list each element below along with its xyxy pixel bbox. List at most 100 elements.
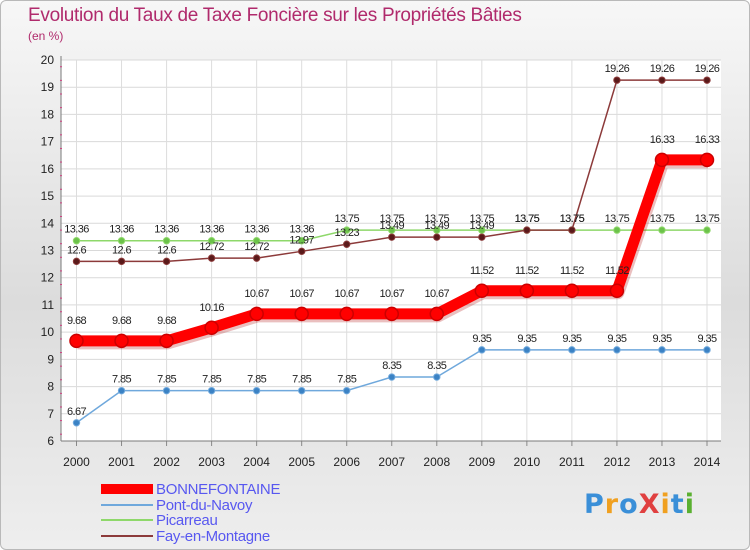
data-point-pont-du-navoy [252, 386, 261, 395]
y-tick-label: 19 [41, 80, 55, 94]
data-point-picarreau [297, 237, 306, 245]
data-label-pont-du-navoy: 7.85 [292, 374, 311, 386]
data-point-bonnefontaine [609, 283, 625, 299]
legend-label-pont-du-navoy: Pont-du-Navoy [156, 497, 253, 514]
data-point-picarreau [658, 226, 666, 234]
data-label-fay-en-montagne: 12.6 [112, 244, 131, 256]
data-label-layer: 6.67 7.85 7.85 7.85 7.85 7.85 7.85 8.35 8.35 9.35… [64, 63, 720, 418]
data-point-fay-en-montagne [388, 233, 396, 241]
data-point-pont-du-navoy [703, 346, 711, 354]
data-point-pont-du-navoy [297, 386, 306, 395]
data-point-fay-en-montagne [343, 240, 351, 248]
logo-letter: i [684, 489, 695, 520]
data-label-bonnefontaine: 11.52 [605, 265, 629, 277]
data-label-fay-en-montagne: 12.72 [199, 241, 224, 253]
y-tick-label: 12 [41, 271, 55, 285]
x-tick-label: 2011 [559, 455, 585, 469]
y-tick-label: 10 [41, 325, 55, 339]
data-label-picarreau: 13.75 [379, 213, 404, 225]
x-tick-label: 2014 [694, 455, 721, 469]
logo-letter: i [660, 489, 671, 520]
data-label-pont-du-navoy: 7.85 [247, 374, 266, 386]
data-label-picarreau: 13.36 [154, 224, 179, 236]
legend-item-picarreau: Picarreau [101, 512, 218, 529]
data-label-fay-en-montagne: 12.6 [67, 244, 86, 256]
data-point-bonnefontaine [114, 333, 129, 349]
data-label-picarreau: 13.75 [605, 213, 630, 225]
data-label-fay-en-montagne: 13.49 [379, 220, 404, 232]
data-label-picarreau: 13.36 [289, 224, 314, 236]
legend: BONNEFONTAINEPont-du-NavoyPicarreauFay-e… [101, 481, 281, 545]
y-tick-label: 8 [47, 380, 54, 394]
data-point-pont-du-navoy [72, 419, 81, 427]
legend-label-fay-en-montagne: Fay-en-Montagne [156, 528, 270, 545]
data-point-picarreau [252, 237, 261, 245]
data-point-bonnefontaine [699, 152, 715, 168]
x-tick-label: 2008 [423, 455, 450, 469]
legend-label-bonnefontaine: BONNEFONTAINE [156, 481, 280, 498]
y-tick-label: 16 [41, 162, 55, 176]
data-point-pont-du-navoy [162, 386, 171, 395]
data-point-pont-du-navoy [658, 346, 666, 354]
data-label-bonnefontaine: 10.16 [199, 302, 224, 314]
data-label-picarreau: 13.75 [560, 213, 585, 225]
data-label-pont-du-navoy: 9.35 [472, 333, 491, 345]
legend-label-picarreau: Picarreau [156, 512, 218, 529]
data-point-fay-en-montagne [478, 233, 486, 241]
data-label-picarreau: 13.36 [109, 224, 134, 236]
y-tick-label: 17 [41, 135, 55, 149]
data-label-bonnefontaine: 9.68 [157, 315, 176, 327]
data-label-picarreau: 13.75 [650, 213, 675, 225]
data-point-fay-en-montagne [523, 226, 531, 234]
data-point-picarreau [388, 226, 396, 234]
data-point-fay-en-montagne [613, 76, 621, 84]
data-label-pont-du-navoy: 9.35 [517, 333, 536, 345]
data-point-bonnefontaine [564, 283, 580, 299]
data-label-picarreau: 13.36 [244, 224, 269, 236]
data-label-picarreau: 13.75 [695, 213, 720, 225]
data-point-fay-en-montagne [433, 233, 441, 241]
x-tick-label: 2001 [108, 455, 135, 469]
data-label-fay-en-montagne: 12.72 [244, 241, 269, 253]
data-label-fay-en-montagne: 13.23 [334, 227, 359, 239]
data-point-fay-en-montagne [658, 76, 666, 84]
x-tick-label: 2009 [468, 455, 495, 469]
data-point-fay-en-montagne [207, 254, 216, 262]
data-label-pont-du-navoy: 9.35 [607, 333, 626, 345]
data-point-fay-en-montagne [117, 257, 126, 266]
data-point-picarreau [72, 237, 81, 245]
data-label-fay-en-montagne: 12.6 [157, 244, 176, 256]
data-label-fay-en-montagne: 19.26 [605, 63, 630, 75]
data-point-bonnefontaine [654, 152, 670, 168]
data-label-picarreau: 13.36 [199, 224, 224, 236]
proxiti-logo: ProXiti [584, 489, 695, 520]
x-tick-label: 2007 [378, 455, 405, 469]
data-label-pont-du-navoy: 9.35 [562, 333, 581, 345]
y-tick-label: 9 [47, 352, 54, 366]
data-point-picarreau [207, 237, 216, 245]
y-tick-label: 15 [41, 189, 55, 203]
data-label-bonnefontaine: 16.33 [650, 134, 675, 146]
legend-item-fay-en-montagne: Fay-en-Montagne [101, 528, 270, 545]
legend-item-pont-du-navoy: Pont-du-Navoy [101, 497, 253, 514]
y-tick-label: 20 [41, 53, 55, 67]
data-point-fay-en-montagne [568, 226, 576, 234]
data-label-pont-du-navoy: 8.35 [382, 360, 401, 372]
data-point-pont-du-navoy [388, 373, 396, 381]
logo-letter: r [604, 489, 620, 520]
data-point-bonnefontaine [69, 333, 84, 349]
data-label-bonnefontaine: 16.33 [695, 134, 720, 146]
data-point-picarreau [162, 237, 171, 245]
axis-layer: 6 7 8 9 10 11 12 13 14 15 16 17 18 19 20 2000 2001 2002 20… [41, 53, 721, 469]
logo-letter: X [638, 489, 661, 520]
data-label-pont-du-navoy: 7.85 [112, 374, 131, 386]
data-label-fay-en-montagne: 13.75 [560, 213, 585, 225]
x-tick-label: 2000 [63, 455, 90, 469]
data-point-pont-du-navoy [523, 346, 531, 354]
logo-letter: P [584, 489, 605, 520]
data-label-picarreau: 13.75 [425, 213, 450, 225]
series-layer [69, 76, 715, 427]
data-point-bonnefontaine [294, 306, 309, 322]
